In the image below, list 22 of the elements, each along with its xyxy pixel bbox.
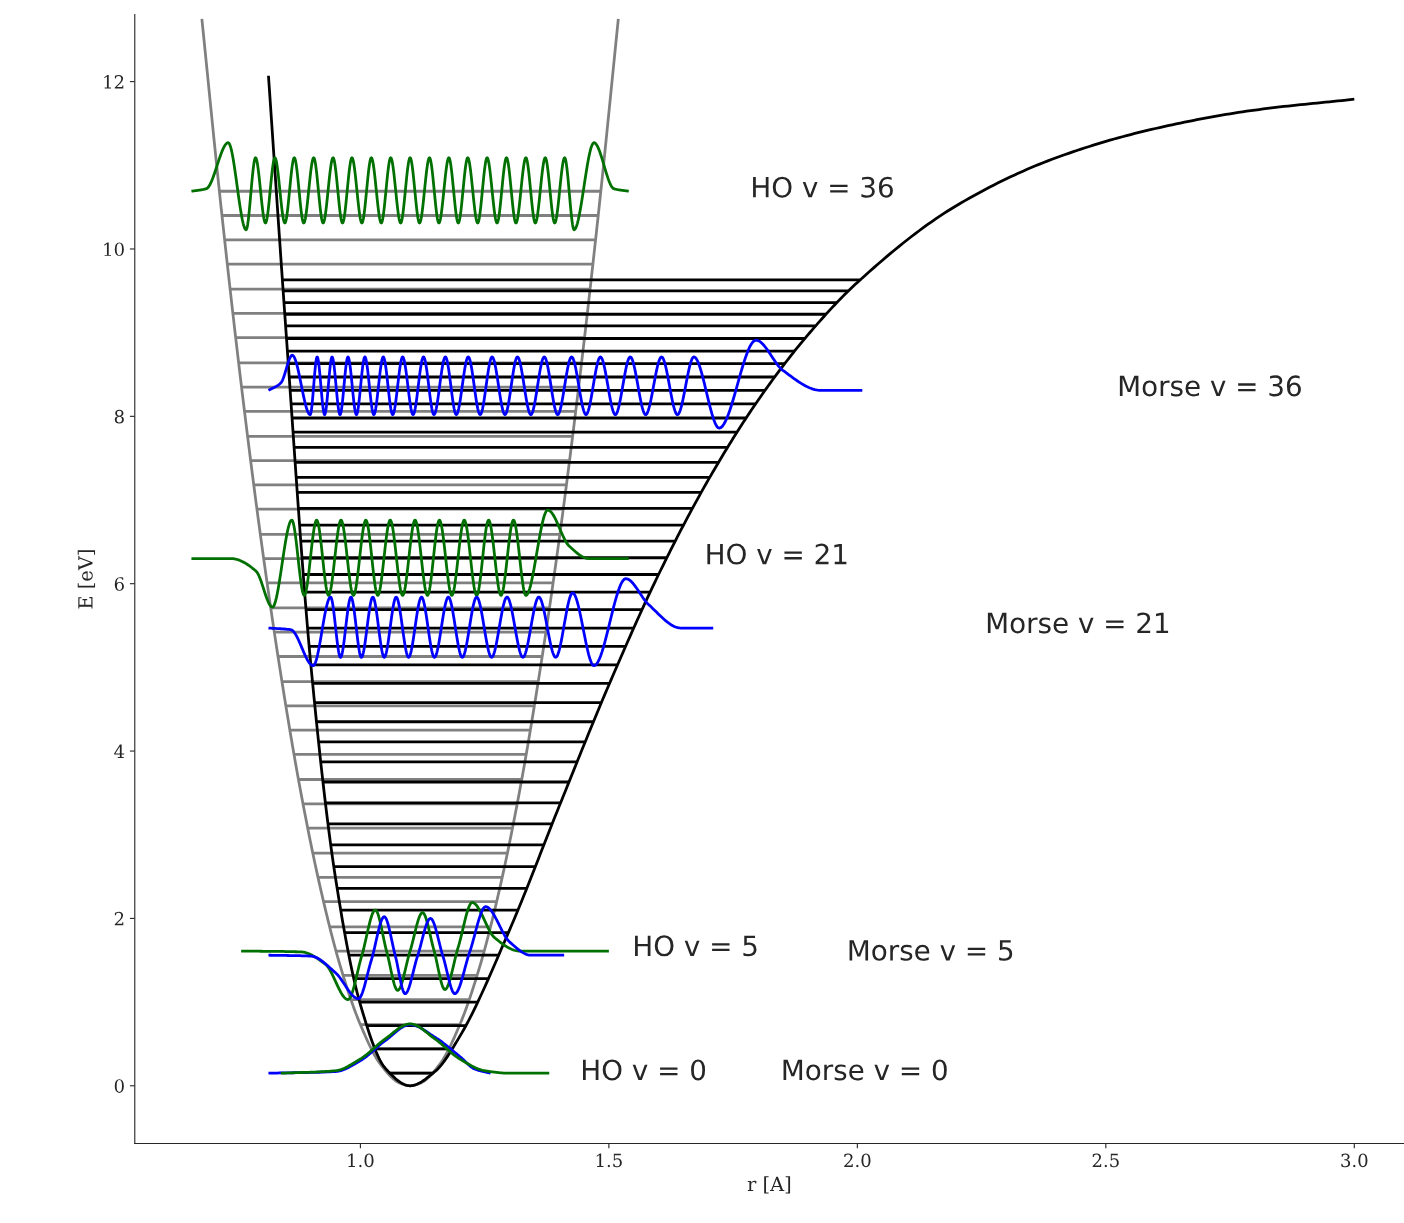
x-axis-title: r [A]: [747, 1176, 791, 1194]
annotation: HO v = 21: [707, 543, 847, 565]
y-tick-label: 8: [114, 409, 124, 424]
annotation: HO v = 0: [583, 1059, 706, 1081]
annotation: Morse v = 21: [987, 612, 1169, 634]
y-tick-label: 0: [114, 1079, 124, 1093]
y-axis-title: E [eV]: [77, 550, 96, 609]
x-tick-label: 2.5: [1092, 1153, 1119, 1168]
x-tick-label: 1.0: [348, 1153, 374, 1168]
y-tick-label: 2: [114, 911, 124, 926]
y-tick-label: 6: [114, 577, 124, 591]
annotation: Morse v = 0: [783, 1059, 947, 1081]
annotation: HO v = 36: [753, 176, 893, 198]
x-tick-label: 2.0: [844, 1153, 871, 1168]
annotation: Morse v = 5: [849, 940, 1013, 961]
y-tick-label: 10: [104, 242, 124, 257]
x-tick-label: 1.5: [596, 1153, 622, 1168]
annotation: HO v = 5: [635, 935, 757, 957]
annotation: Morse v = 36: [1119, 375, 1301, 397]
x-tick-label: 3.0: [1341, 1153, 1368, 1168]
y-tick-label: 12: [104, 75, 124, 89]
y-tick-label: 4: [114, 744, 125, 758]
